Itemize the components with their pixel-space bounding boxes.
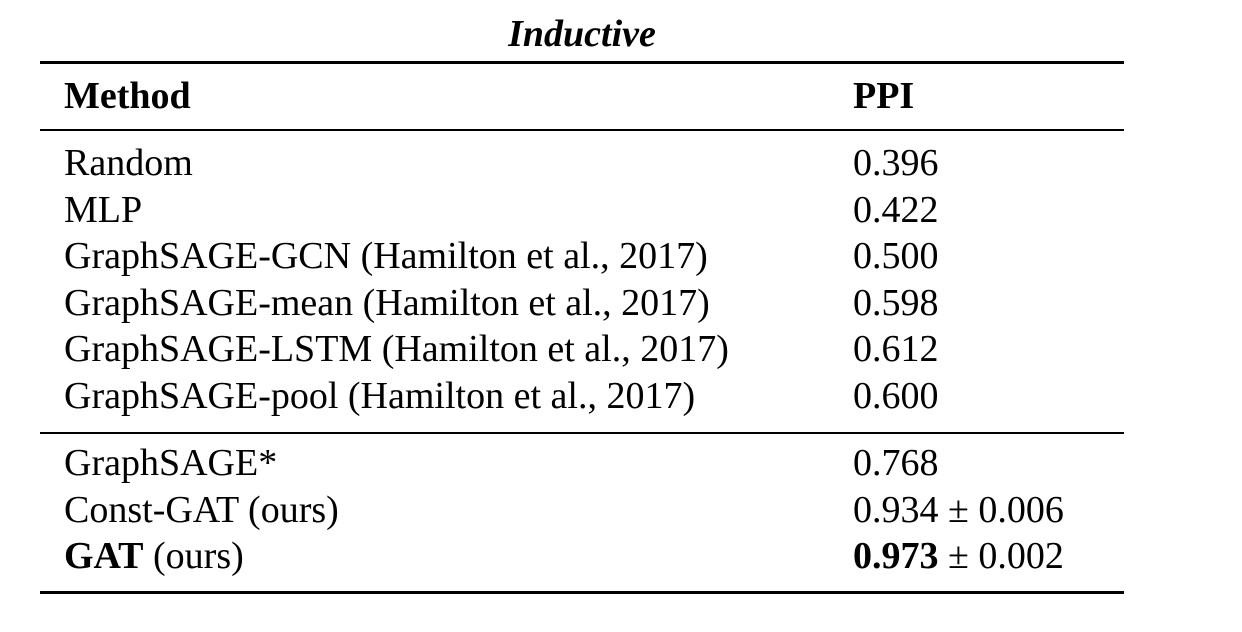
table-row: GraphSAGE-pool (Hamilton et al., 2017) 0… xyxy=(0,373,1242,420)
ppi-cell: 0.422 xyxy=(853,188,939,231)
method-cell: GraphSAGE* xyxy=(64,442,278,484)
table-row: GraphSAGE-GCN (Hamilton et al., 2017) 0.… xyxy=(0,233,1242,280)
ppi-cell: 0.396 xyxy=(853,142,939,184)
method-cell: Random xyxy=(64,142,193,184)
header-method: Method xyxy=(64,75,191,117)
method-cell: GraphSAGE-GCN (Hamilton et al., 2017) xyxy=(64,235,708,278)
ppi-cell: 0.500 xyxy=(853,235,939,278)
bottom-rule xyxy=(40,591,1124,594)
table-row: GraphSAGE* 0.768 xyxy=(0,440,1242,487)
method-cell: GraphSAGE-LSTM (Hamilton et al., 2017) xyxy=(64,328,729,371)
ppi-cell: 0.612 xyxy=(853,328,939,371)
table-caption: Inductive xyxy=(508,13,656,55)
header-rule xyxy=(40,129,1124,131)
ppi-cell: 0.934 ± 0.006 xyxy=(853,488,1064,531)
table-row: MLP 0.422 xyxy=(0,187,1242,234)
table-row: Const-GAT (ours) 0.934 ± 0.006 xyxy=(0,487,1242,534)
method-cell: MLP xyxy=(64,188,143,231)
method-cell: GraphSAGE-pool (Hamilton et al., 2017) xyxy=(64,374,696,417)
table-row: Random 0.396 xyxy=(0,140,1242,187)
ppi-cell: 0.598 xyxy=(853,281,939,324)
ppi-cell: 0.600 xyxy=(853,374,939,417)
table-header-row: Method PPI xyxy=(0,72,1242,120)
ppi-value-bold: 0.973 xyxy=(853,535,939,578)
group-separator-rule xyxy=(40,432,1124,434)
table-group-ours: GraphSAGE* 0.768 Const-GAT (ours) 0.934 … xyxy=(0,440,1242,580)
method-cell: GAT (ours) xyxy=(64,533,244,580)
ppi-cell: 0.973 ± 0.002 xyxy=(853,533,1064,580)
table-row: GraphSAGE-mean (Hamilton et al., 2017) 0… xyxy=(0,280,1242,327)
table-group-baselines: Random 0.396 MLP 0.422 GraphSAGE-GCN (Ha… xyxy=(0,140,1242,420)
header-ppi: PPI xyxy=(853,75,915,117)
ppi-cell: 0.768 xyxy=(853,442,939,484)
method-cell: GraphSAGE-mean (Hamilton et al., 2017) xyxy=(64,281,710,324)
top-rule xyxy=(40,61,1124,64)
table-row: GraphSAGE-LSTM (Hamilton et al., 2017) 0… xyxy=(0,326,1242,373)
method-cell: Const-GAT (ours) xyxy=(64,488,339,531)
method-name-bold: GAT xyxy=(64,535,144,578)
ppi-std: ± 0.002 xyxy=(938,535,1064,578)
method-suffix: (ours) xyxy=(143,535,244,578)
table-row: GAT (ours) 0.973 ± 0.002 xyxy=(0,533,1242,580)
